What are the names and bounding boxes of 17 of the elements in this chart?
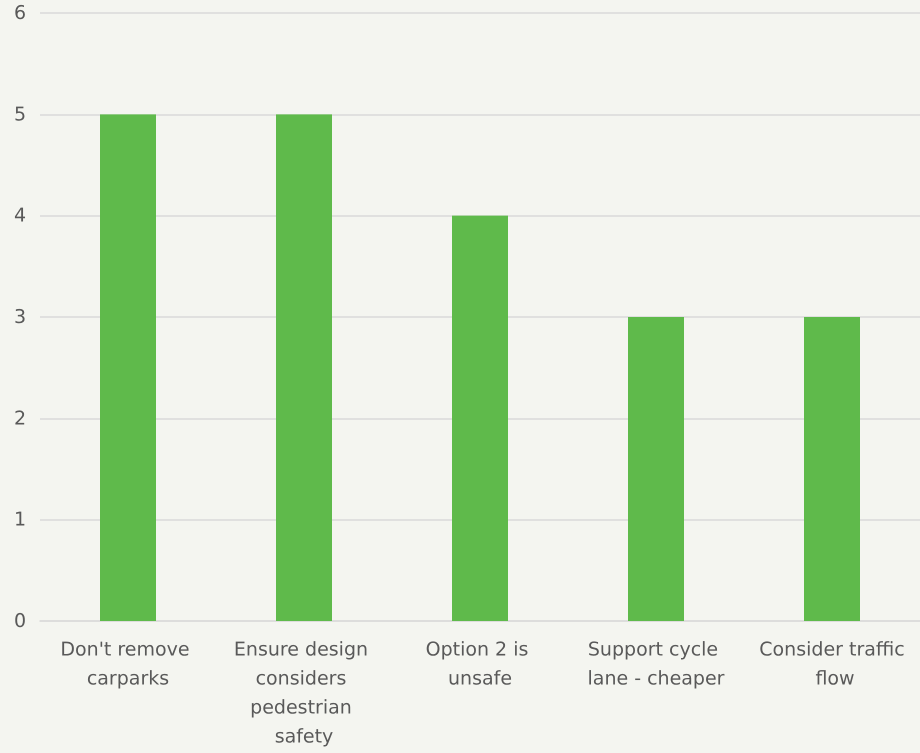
bar: [804, 317, 860, 621]
bar: [276, 114, 332, 621]
x-tick-label: Consider traffic flow: [759, 638, 905, 690]
y-tick-label: 1: [14, 508, 26, 531]
y-tick-label: 3: [14, 306, 26, 328]
x-tick-label: Support cycle lane - cheaper: [588, 638, 725, 690]
x-tick-label: Option 2 is unsafe: [426, 638, 534, 690]
y-tick-label: 4: [14, 204, 26, 227]
y-tick-label: 0: [14, 610, 26, 632]
y-tick-label: 5: [14, 103, 26, 126]
y-tick-label: 6: [14, 2, 26, 24]
y-tick-label: 2: [14, 407, 26, 430]
x-tick-label: Ensure design considers pedestrian safety: [234, 638, 374, 748]
x-tick-label: Don't remove carparks: [60, 638, 196, 690]
bar: [100, 114, 156, 621]
bar: [628, 317, 684, 621]
bar: [452, 216, 508, 621]
